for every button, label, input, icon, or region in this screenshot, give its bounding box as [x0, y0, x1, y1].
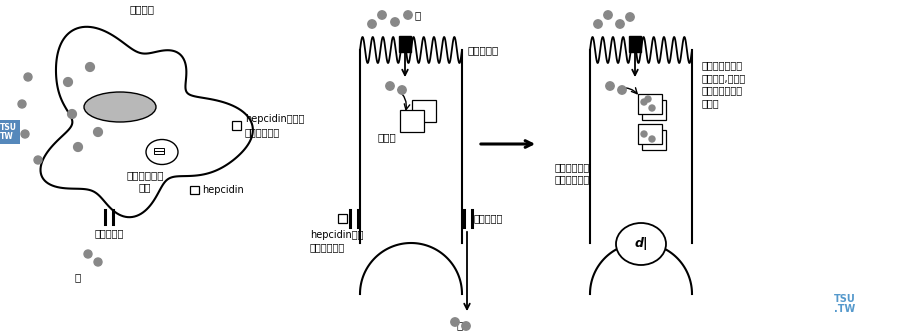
Bar — [638, 94, 662, 114]
Circle shape — [68, 110, 76, 119]
Circle shape — [21, 130, 29, 138]
Circle shape — [404, 11, 412, 19]
Circle shape — [462, 322, 470, 330]
Circle shape — [386, 82, 394, 90]
Text: TSU
TW: TSU TW — [0, 123, 17, 141]
Text: hepcidin与铁输
出蛋白相结合: hepcidin与铁输 出蛋白相结合 — [245, 114, 304, 137]
Text: 铁输出蛋白: 铁输出蛋白 — [474, 213, 503, 223]
Circle shape — [18, 100, 26, 108]
Circle shape — [410, 121, 418, 127]
Circle shape — [391, 18, 400, 26]
Circle shape — [84, 250, 92, 258]
Text: TSU
.TW: TSU .TW — [834, 293, 856, 314]
Circle shape — [451, 318, 459, 326]
Text: 铁: 铁 — [415, 10, 421, 20]
Circle shape — [649, 136, 655, 142]
Circle shape — [94, 258, 102, 266]
Circle shape — [378, 11, 386, 19]
Circle shape — [64, 78, 72, 86]
Text: hepcidin: hepcidin — [202, 185, 244, 195]
Circle shape — [626, 13, 634, 21]
Text: 肠上皮细胞: 肠上皮细胞 — [468, 45, 500, 55]
Text: 铁: 铁 — [457, 320, 464, 330]
Text: 铁输出蛋白的
降解: 铁输出蛋白的 降解 — [126, 170, 164, 193]
Ellipse shape — [146, 139, 178, 164]
Text: 铁: 铁 — [4, 119, 10, 129]
Circle shape — [617, 86, 626, 94]
Circle shape — [641, 131, 647, 137]
Bar — [154, 148, 164, 154]
Circle shape — [594, 20, 602, 28]
Bar — [400, 110, 424, 132]
Circle shape — [649, 105, 655, 111]
Text: 铁输出蛋白: 铁输出蛋白 — [94, 228, 123, 238]
Circle shape — [34, 156, 42, 164]
Ellipse shape — [616, 223, 666, 265]
Circle shape — [604, 11, 612, 19]
Circle shape — [641, 99, 647, 105]
Circle shape — [645, 96, 651, 102]
Bar — [642, 100, 666, 120]
Bar — [190, 186, 199, 194]
Text: d|: d| — [634, 237, 648, 251]
Circle shape — [606, 82, 614, 90]
Text: 铁: 铁 — [75, 272, 81, 282]
Circle shape — [616, 20, 625, 28]
Circle shape — [94, 127, 103, 136]
Bar — [412, 100, 436, 122]
Circle shape — [74, 143, 83, 151]
Circle shape — [398, 86, 406, 94]
Ellipse shape — [84, 92, 156, 122]
Circle shape — [86, 63, 94, 71]
Circle shape — [24, 73, 32, 81]
Bar — [642, 130, 666, 150]
Bar — [638, 124, 662, 144]
Text: 铁蛋白: 铁蛋白 — [378, 132, 397, 142]
Text: 吸收的铁与铁蛋
白相结合,随着肠
上皮细胞的死亡
而丢失: 吸收的铁与铁蛋 白相结合,随着肠 上皮细胞的死亡 而丢失 — [702, 60, 746, 109]
Text: 铁输出蛋白在
溶酶体中降解: 铁输出蛋白在 溶酶体中降解 — [555, 162, 590, 184]
Circle shape — [368, 20, 376, 28]
Bar — [399, 36, 411, 52]
Bar — [338, 214, 347, 223]
Circle shape — [404, 116, 410, 122]
Text: hepcidin与铁
输出蛋白结合: hepcidin与铁 输出蛋白结合 — [310, 230, 364, 252]
Text: 巨噬细胞: 巨噬细胞 — [130, 4, 155, 14]
Bar — [629, 36, 641, 52]
Bar — [232, 121, 241, 130]
Circle shape — [408, 112, 414, 118]
